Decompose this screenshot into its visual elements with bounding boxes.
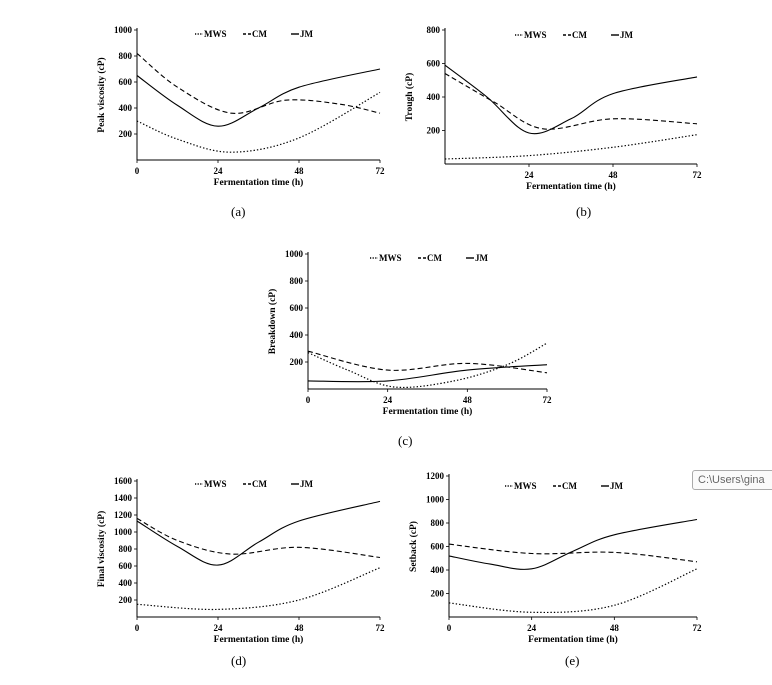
y-axis-label: Peak viscosity (cP) [96, 57, 107, 132]
x-tick-label: 24 [214, 166, 224, 176]
legend-label-mws: MWS [514, 481, 537, 491]
y-tick-label: 1000 [114, 25, 133, 35]
legend-label-mws: MWS [204, 479, 227, 489]
caption-c: (c) [398, 433, 413, 448]
y-tick-label: 400 [431, 565, 445, 575]
y-tick-label: 800 [119, 51, 133, 61]
x-tick-label: 24 [214, 623, 224, 633]
y-tick-label: 600 [119, 77, 133, 87]
x-tick-label: 48 [609, 170, 619, 180]
y-axis-label: Trough (cP) [404, 73, 415, 121]
y-tick-label: 600 [290, 303, 304, 313]
x-tick-label: 48 [295, 166, 305, 176]
legend-label-jm: JM [475, 253, 489, 263]
series-line-mws [136, 567, 381, 611]
legend-label-jm: JM [620, 30, 634, 40]
legend-label-mws: MWS [204, 29, 227, 39]
series-line-cm [448, 543, 698, 563]
x-tick-label: 24 [525, 170, 535, 180]
x-tick-label: 0 [135, 623, 140, 633]
y-tick-label: 1000 [285, 249, 304, 259]
series-line-mws [444, 134, 698, 160]
series-line-cm [136, 517, 381, 559]
y-tick-label: 400 [119, 103, 133, 113]
x-axis-label: Fermentation time (h) [383, 406, 473, 417]
x-axis-label: Fermentation time (h) [214, 634, 304, 645]
series-line-jm [448, 518, 698, 570]
y-tick-label: 600 [119, 561, 133, 571]
legend-label-mws: MWS [379, 253, 402, 263]
legend-label-cm: CM [427, 253, 442, 263]
y-axis-label: Final viscosity (cP) [96, 511, 107, 588]
caption-d: (d) [231, 653, 247, 668]
y-tick-label: 200 [431, 589, 445, 599]
legend-label-cm: CM [252, 479, 267, 489]
y-axis-label: Breakdown (cP) [267, 289, 278, 355]
y-tick-label: 800 [431, 518, 445, 528]
series-line-jm [444, 64, 698, 135]
y-tick-label: 600 [427, 59, 441, 69]
y-axis-label: Setback (cP) [408, 521, 419, 572]
y-tick-label: 1000 [426, 495, 445, 505]
legend-label-jm: JM [300, 479, 314, 489]
y-tick-label: 1200 [114, 510, 133, 520]
series-line-mws [448, 568, 698, 614]
x-tick-label: 72 [543, 395, 553, 405]
y-tick-label: 1400 [114, 493, 133, 503]
y-tick-label: 800 [290, 276, 304, 286]
path-tooltip: C:\Users\gina [692, 470, 772, 490]
x-tick-label: 72 [693, 170, 703, 180]
series-line-cm [444, 73, 698, 130]
y-tick-label: 200 [119, 129, 133, 139]
x-tick-label: 0 [306, 395, 311, 405]
x-tick-label: 0 [447, 623, 452, 633]
y-tick-label: 200 [427, 126, 441, 136]
y-tick-label: 400 [119, 578, 133, 588]
x-tick-label: 72 [376, 623, 386, 633]
x-axis-label: Fermentation time (h) [526, 181, 616, 192]
y-tick-label: 400 [427, 92, 441, 102]
series-line-mws [307, 342, 548, 389]
y-tick-label: 800 [119, 544, 133, 554]
x-tick-label: 0 [135, 166, 140, 176]
x-tick-label: 24 [383, 395, 393, 405]
legend-label-cm: CM [252, 29, 267, 39]
x-tick-label: 48 [610, 623, 620, 633]
y-tick-label: 1600 [114, 476, 133, 486]
x-tick-label: 24 [527, 623, 537, 633]
y-tick-label: 800 [427, 25, 441, 35]
x-axis-label: Fermentation time (h) [214, 177, 304, 188]
legend-label-mws: MWS [524, 30, 547, 40]
series-line-mws [136, 91, 381, 153]
x-tick-label: 48 [295, 623, 305, 633]
y-tick-label: 400 [290, 330, 304, 340]
x-tick-label: 72 [693, 623, 703, 633]
y-tick-label: 600 [431, 542, 445, 552]
x-tick-label: 72 [376, 166, 386, 176]
y-tick-label: 200 [119, 595, 133, 605]
y-tick-label: 1000 [114, 527, 133, 537]
series-line-jm [307, 364, 548, 383]
y-tick-label: 1200 [426, 471, 445, 481]
series-line-jm [136, 500, 381, 566]
legend-label-jm: JM [300, 29, 314, 39]
x-axis-label: Fermentation time (h) [528, 634, 618, 645]
series-line-jm [136, 68, 381, 127]
caption-e: (e) [565, 653, 580, 668]
caption-a: (a) [231, 204, 246, 219]
caption-b: (b) [576, 204, 592, 219]
y-tick-label: 200 [290, 357, 304, 367]
legend-label-cm: CM [572, 30, 587, 40]
x-tick-label: 48 [463, 395, 473, 405]
legend-label-jm: JM [610, 481, 624, 491]
legend-label-cm: CM [562, 481, 577, 491]
